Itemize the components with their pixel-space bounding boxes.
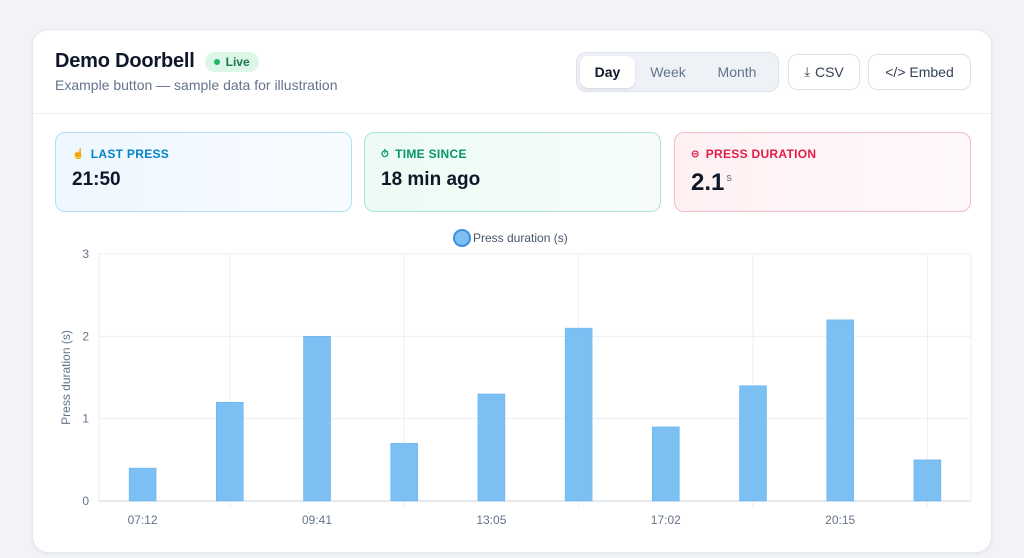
embed-button[interactable]: </> Embed [868,54,971,90]
press-duration-label-row: ⊝ Press duration [691,147,954,161]
embed-label: </> Embed [885,64,954,80]
range-month-button[interactable]: Month [717,64,757,80]
range-day-button[interactable]: Day [580,56,635,88]
card-header: Demo Doorbell Live Example button — samp… [33,30,991,114]
live-status-label: Live [225,54,250,69]
time-since-label-row: ⏱ Time since [381,147,644,161]
legend-label: Press duration (s) [473,231,568,245]
y-axis-label: Press duration (s) [59,330,73,425]
live-dot-icon [213,58,220,65]
chart-bar [826,319,854,502]
stopwatch-icon: ⏱ [381,148,390,160]
legend-marker-icon [453,229,471,247]
chart-bar [128,467,157,502]
chart-bar [564,327,593,502]
x-tick-label: 13:05 [476,513,506,527]
range-week-button[interactable]: Week [650,64,686,80]
press-duration-card: ⊝ Press duration 2.1 s [674,132,971,212]
title-row: Demo Doorbell Live [55,50,259,73]
chart-bar [652,426,680,502]
y-tick-label: 3 [82,247,89,261]
chart-bar [477,393,506,502]
press-duration-chart: 0 1 2 3 07:12 09:41 13:05 17:02 20:15 Press durat… [33,220,991,552]
chart-bar [216,401,244,502]
chart-bar [739,385,767,502]
press-duration-value-row: 2.1 s [691,169,954,197]
last-press-label-row: ☝ Last press [72,147,335,161]
y-tick-label: 2 [82,329,89,343]
stop-circle-icon: ⊝ [691,148,700,160]
pointing-hand-icon: ☝ [72,148,85,160]
device-title: Demo Doorbell [55,50,195,72]
chart-svg: 0 1 2 3 07:12 09:41 13:05 17:02 20:15 Press durat… [59,229,972,527]
x-tick-label: 09:41 [302,513,332,527]
y-tick-label: 1 [82,412,89,426]
csv-download-button[interactable]: ⤓ CSV [788,54,860,90]
range-selector: Day Week Month [576,52,779,92]
x-tick-label: 20:15 [825,513,855,527]
dashboard-card: Demo Doorbell Live Example button — samp… [32,29,992,553]
csv-label: CSV [814,64,844,80]
y-tick-label: 0 [82,494,89,508]
press-duration-value: 2.1 [691,169,725,196]
time-since-card: ⏱ Time since 18 min ago [364,132,661,212]
last-press-label: Last press [90,147,170,161]
chart-bar [913,459,942,502]
chart-bar [390,443,418,502]
live-status-badge: Live [204,51,259,72]
time-since-value: 18 min ago [381,169,481,190]
press-duration-label: Press duration [705,147,817,161]
x-tick-label: 17:02 [651,513,681,527]
chart-bar [303,336,331,502]
x-tick-label: 07:12 [128,513,158,527]
device-subtitle: Example button — sample data for illustr… [55,77,338,93]
last-press-value: 21:50 [72,169,121,190]
last-press-card: ☝ Last press 21:50 [55,132,352,212]
download-icon: ⤓ [804,64,810,79]
time-since-label: Time since [395,147,467,161]
press-duration-unit: s [726,172,732,184]
